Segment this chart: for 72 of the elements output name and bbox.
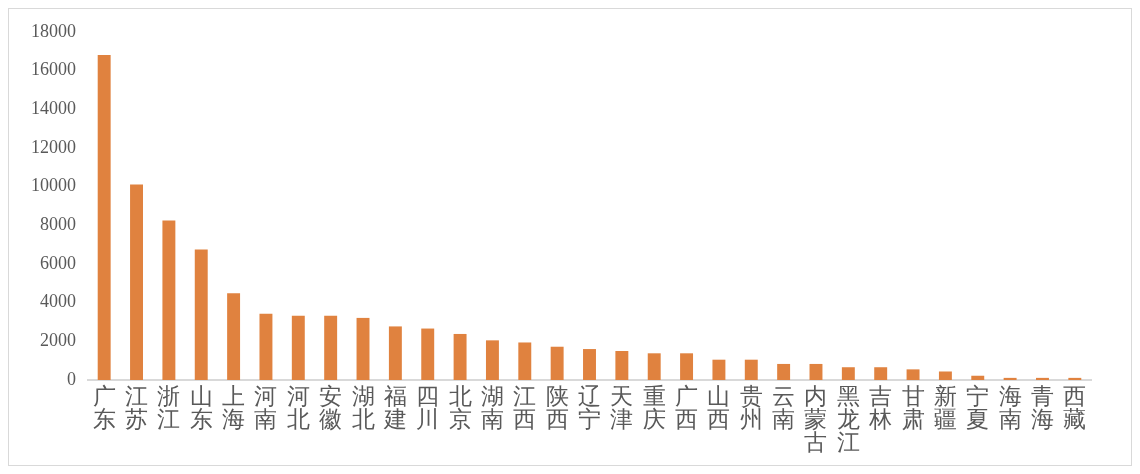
x-tick-label: 新疆 (933, 383, 957, 432)
x-tick-label: 重庆 (642, 383, 666, 432)
bar (647, 353, 661, 380)
y-tick-label: 6000 (40, 252, 76, 273)
x-tick-label: 四川 (416, 383, 440, 432)
x-tick-label: 贵州 (739, 383, 763, 432)
x-tick-label: 江西 (513, 383, 537, 432)
y-tick-label: 0 (67, 368, 76, 389)
y-tick-label: 8000 (40, 213, 76, 234)
bar (227, 293, 241, 380)
bar (1036, 377, 1049, 380)
x-tick-label: 上海 (222, 383, 246, 432)
bar (583, 349, 596, 380)
x-tick-label: 广西 (675, 383, 699, 432)
bar (841, 367, 855, 380)
y-tick-label: 4000 (40, 291, 76, 312)
x-tick-label: 福建 (382, 383, 407, 432)
x-tick-label: 江苏 (125, 383, 149, 432)
x-tick-label: 浙江 (157, 383, 181, 432)
x-tick-label: 辽宁 (578, 383, 601, 432)
bar (615, 350, 629, 380)
y-tick-label: 2000 (40, 330, 76, 351)
x-tick-label: 甘肃 (901, 383, 925, 432)
bar (744, 359, 758, 380)
bar (938, 371, 952, 380)
bar (518, 342, 532, 380)
x-tick-label: 西藏 (1063, 383, 1087, 432)
x-tick-label: 广东 (92, 383, 116, 432)
bar (1003, 377, 1017, 380)
x-tick-label: 河北 (286, 383, 310, 432)
bar (971, 375, 985, 380)
x-tick-label: 河南 (254, 383, 278, 432)
bar (259, 313, 273, 380)
x-tick-label: 北京 (448, 383, 472, 432)
bar (906, 369, 920, 380)
bar (874, 367, 888, 380)
x-tick-label: 山西 (707, 383, 731, 432)
bar (130, 184, 143, 380)
y-tick-label: 18000 (31, 20, 76, 41)
x-tick-label: 安徽 (319, 383, 343, 432)
bar (712, 359, 726, 380)
x-tick-label: 湖南 (480, 383, 504, 432)
bar (1068, 377, 1082, 380)
bar (388, 326, 402, 380)
bar (550, 346, 564, 380)
y-tick-label: 14000 (31, 97, 76, 118)
x-tick-label: 天津 (610, 383, 634, 432)
x-tick-label: 宁夏 (966, 383, 990, 432)
bar (356, 317, 370, 380)
bar (777, 363, 791, 380)
bar (97, 55, 111, 380)
y-tick-label: 12000 (31, 136, 76, 157)
x-tick-label: 陕西 (545, 383, 569, 432)
bar (485, 340, 499, 380)
x-tick-label: 云南 (772, 383, 796, 432)
x-tick-label: 吉林 (868, 383, 893, 432)
bar (680, 353, 694, 380)
x-tick-label: 湖北 (351, 383, 375, 432)
x-tick-label: 青海 (1030, 383, 1054, 432)
bar (162, 220, 176, 380)
bar (453, 333, 467, 380)
x-tick-label: 山东 (189, 383, 213, 432)
y-tick-label: 16000 (31, 59, 76, 80)
x-tick-label: 海南 (998, 383, 1022, 432)
bar (421, 328, 435, 380)
bar (324, 315, 338, 380)
x-tick-label: 黑龙江 (836, 383, 860, 455)
y-tick-label: 10000 (31, 175, 76, 196)
x-tick-label: 内蒙古 (804, 383, 828, 455)
bar (291, 315, 305, 380)
bar (809, 363, 823, 380)
bar (194, 249, 208, 380)
